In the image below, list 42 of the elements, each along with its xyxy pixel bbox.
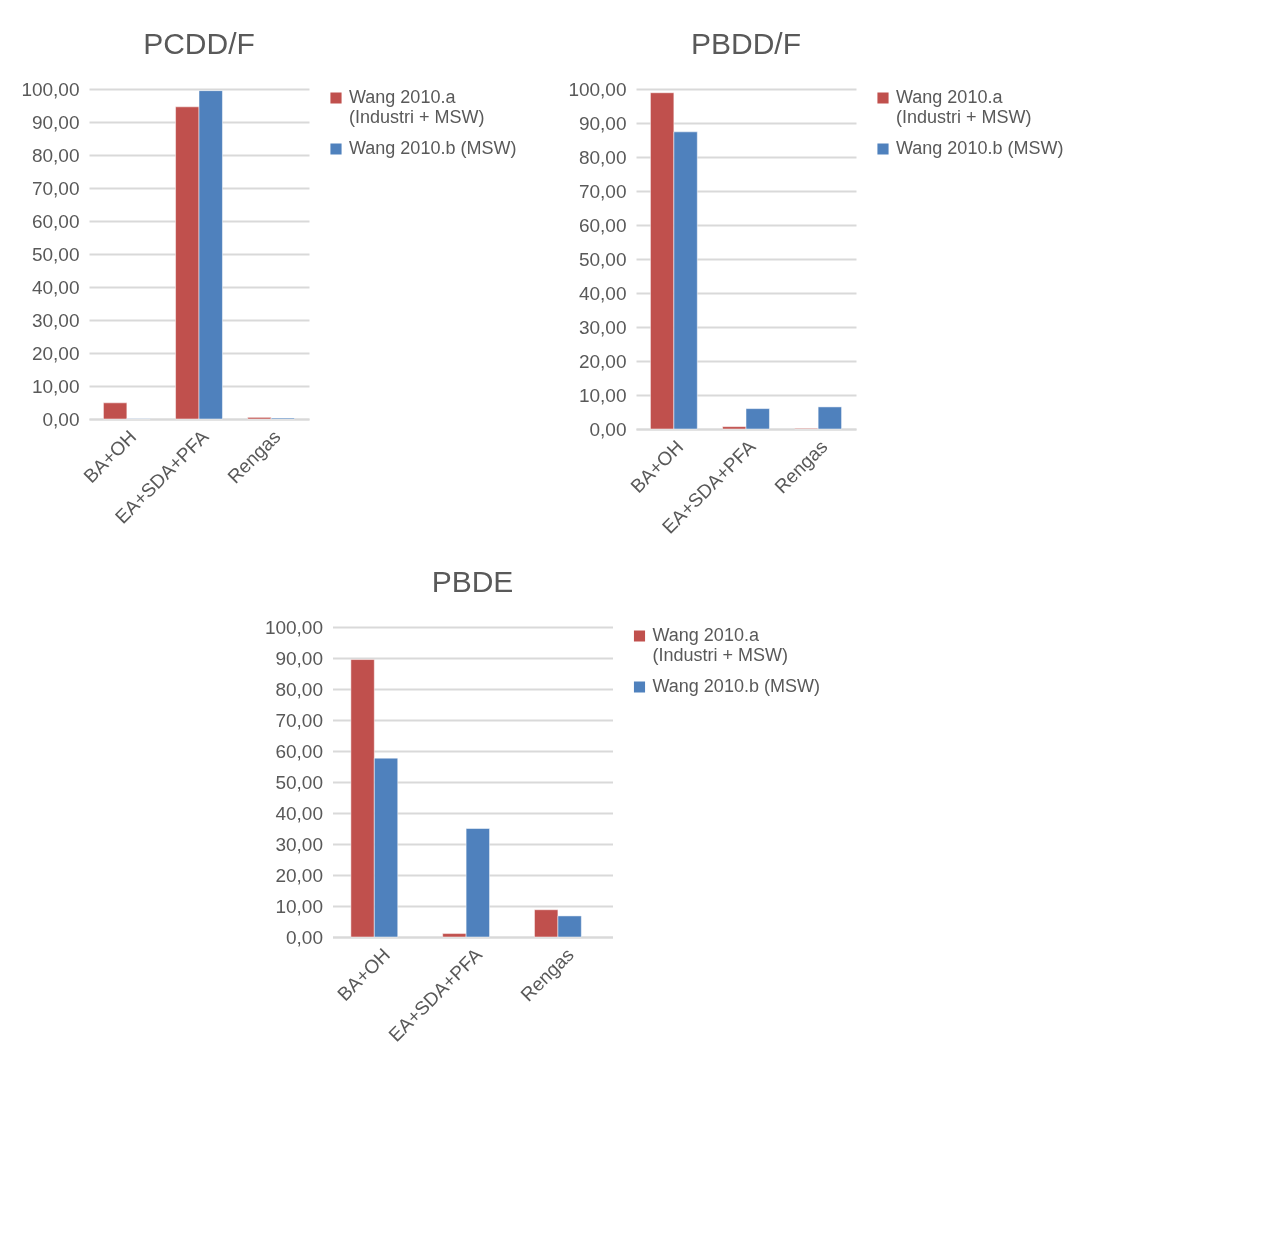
y-tick-label: 20,00: [31, 342, 80, 364]
chart-title: PBDE: [431, 565, 514, 598]
y-tick-label: 60,00: [31, 210, 80, 232]
y-tick-label: 30,00: [275, 833, 323, 855]
y-tick-label: 60,00: [275, 740, 323, 762]
y-tick-label: 50,00: [31, 243, 80, 265]
y-tick-label: 100,00: [568, 78, 627, 100]
y-tick-label: 30,00: [578, 316, 627, 338]
y-tick-label: 0,00: [42, 408, 80, 430]
y-tick-label: 60,00: [578, 214, 627, 236]
legend-label: Wang 2010.b (MSW): [652, 676, 820, 696]
y-tick-label: 20,00: [275, 864, 323, 886]
y-tick-label: 0,00: [589, 418, 627, 440]
y-tick-label: 10,00: [578, 384, 627, 406]
y-tick-label: 50,00: [578, 248, 627, 270]
y-tick-label: 40,00: [578, 282, 627, 304]
chart-title: PCDD/F: [143, 27, 255, 60]
chart-title: PBDD/F: [690, 27, 802, 60]
legend-label: Wang 2010.b (MSW): [896, 138, 1064, 158]
legend-label: Wang 2010.a (Industri + MSW): [349, 87, 485, 127]
y-tick-label: 100,00: [264, 616, 323, 638]
y-tick-label: 10,00: [31, 375, 80, 397]
y-tick-label: 0,00: [286, 926, 323, 948]
legend-label: Wang 2010.b (MSW): [349, 138, 517, 158]
legend-label: Wang 2010.a (Industri + MSW): [896, 87, 1032, 127]
y-tick-label: 100,00: [21, 78, 80, 100]
y-tick-label: 70,00: [275, 709, 323, 731]
y-tick-label: 80,00: [31, 144, 80, 166]
y-tick-label: 40,00: [275, 802, 323, 824]
y-tick-label: 30,00: [31, 309, 80, 331]
y-tick-label: 70,00: [31, 177, 80, 199]
y-tick-label: 80,00: [578, 146, 627, 168]
y-tick-label: 50,00: [275, 771, 323, 793]
y-tick-label: 10,00: [275, 895, 323, 917]
y-tick-label: 40,00: [31, 276, 80, 298]
y-tick-label: 90,00: [275, 647, 323, 669]
y-tick-label: 70,00: [578, 180, 627, 202]
y-tick-label: 90,00: [31, 111, 80, 133]
y-tick-label: 20,00: [578, 350, 627, 372]
y-tick-label: 90,00: [578, 112, 627, 134]
y-tick-label: 80,00: [275, 678, 323, 700]
legend-label: Wang 2010.a (Industri + MSW): [652, 625, 789, 665]
